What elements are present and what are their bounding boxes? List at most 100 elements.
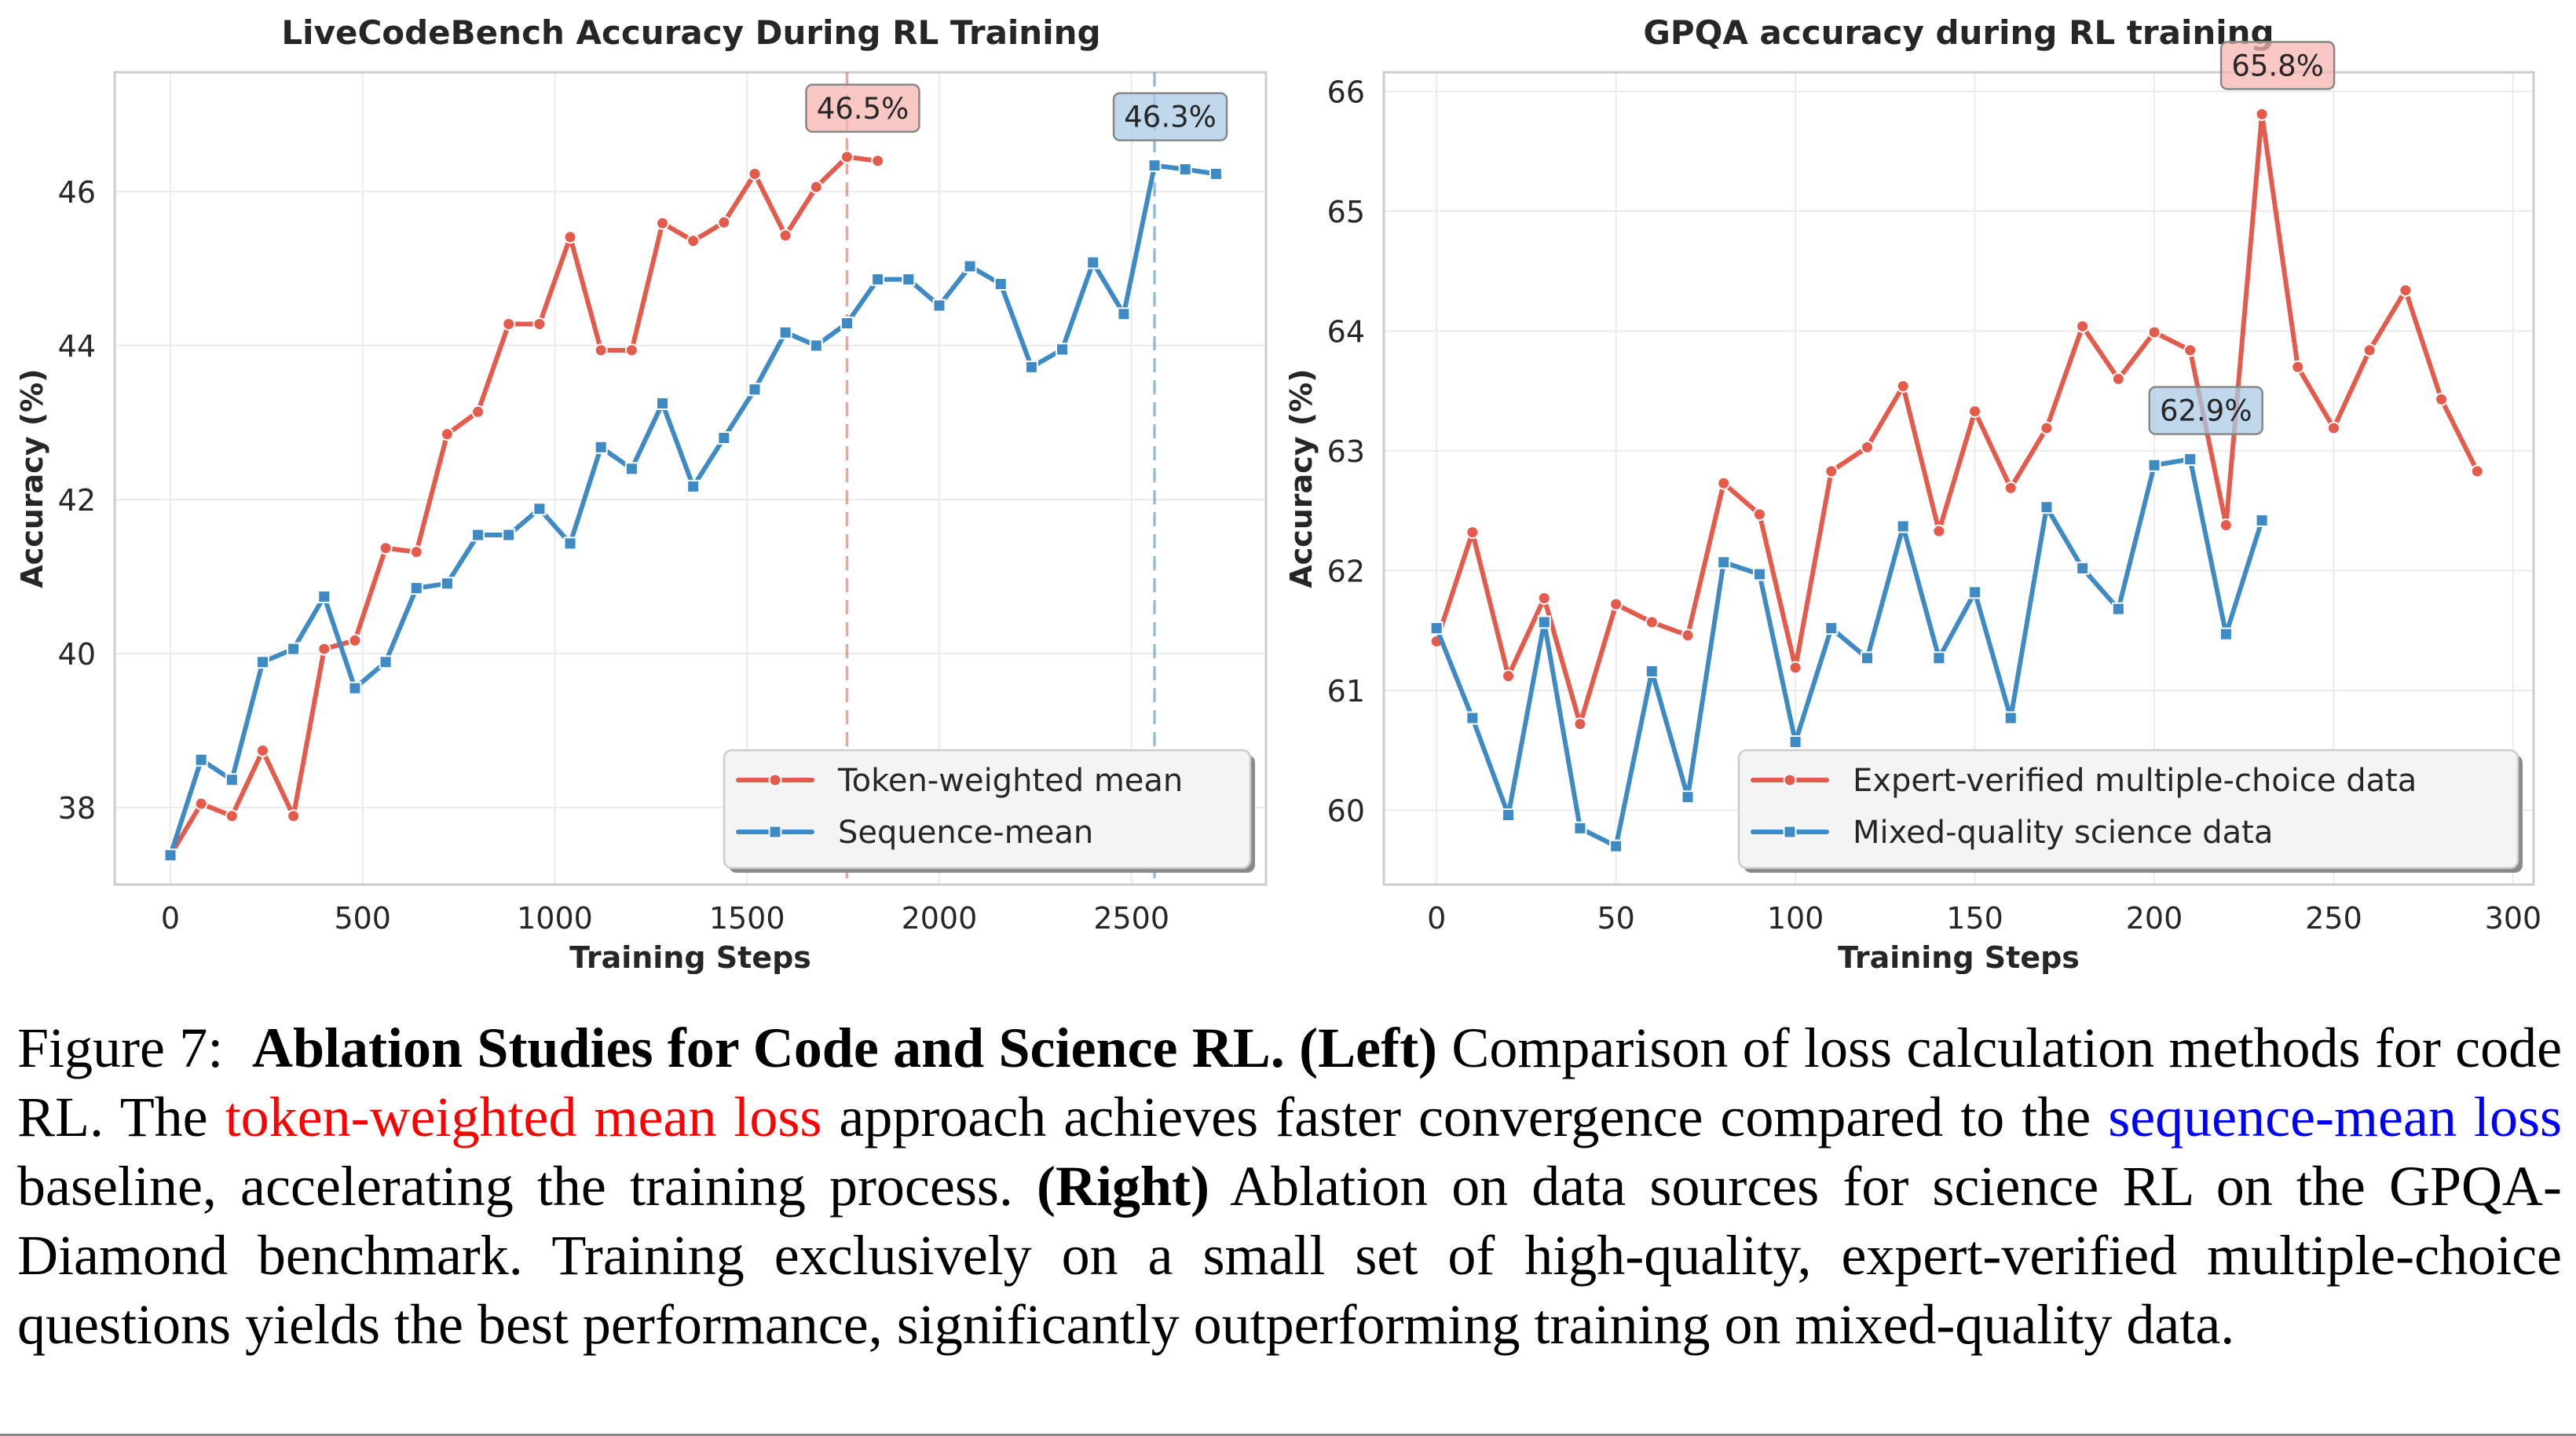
data-point	[2040, 500, 2054, 515]
data-point	[809, 180, 823, 194]
data-point	[1860, 651, 1874, 665]
data-point	[1465, 526, 1480, 540]
data-point	[2470, 464, 2484, 478]
data-point	[932, 299, 946, 313]
peak-annotation-label: 65.8%	[2231, 49, 2324, 82]
data-point	[317, 642, 331, 656]
data-point	[2291, 360, 2305, 374]
x-tick-label: 50	[1597, 901, 1634, 936]
data-point	[1752, 507, 1766, 522]
chart-title: GPQA accuracy during RL training	[1643, 13, 2274, 52]
data-point	[871, 273, 885, 287]
data-point	[409, 545, 423, 559]
caption-text-1: Comparison of loss calculation methods f…	[17, 1017, 2563, 1148]
data-point	[778, 325, 792, 339]
data-point	[1178, 162, 1192, 176]
data-point	[1429, 621, 1444, 636]
data-point	[1086, 255, 1100, 269]
legend-label: Mixed-quality science data	[1853, 815, 2273, 851]
y-tick-label: 60	[1327, 793, 1365, 828]
data-point	[1024, 360, 1038, 374]
data-point	[2219, 627, 2233, 641]
peak-annotation-box	[805, 83, 920, 134]
series-line-red	[167, 154, 880, 858]
data-point	[2255, 107, 2269, 121]
data-point	[2003, 481, 2018, 495]
data-point	[1824, 621, 1839, 636]
data-point	[532, 317, 547, 331]
data-point	[748, 167, 762, 181]
y-tick-label: 40	[58, 637, 96, 672]
data-point	[2003, 711, 2018, 725]
x-tick-label: 2500	[1093, 901, 1169, 936]
data-point	[379, 541, 393, 555]
data-point	[440, 577, 454, 591]
legend-label: Sequence-mean	[838, 815, 1093, 851]
sequence-mean-phrase: sequence-mean loss	[2108, 1086, 2562, 1148]
caption-text-2: approach achieves faster convergence com…	[821, 1086, 2109, 1148]
data-point	[1502, 669, 1516, 683]
data-point	[1932, 524, 1946, 538]
data-point	[348, 681, 362, 695]
x-tick-label: 2000	[902, 901, 978, 936]
data-point	[809, 339, 823, 353]
data-point	[255, 655, 269, 669]
y-tick-label: 62	[1327, 554, 1365, 588]
peak-annotation-label: 46.3%	[1124, 101, 1217, 134]
data-point	[1717, 476, 1731, 490]
data-point	[2147, 325, 2161, 339]
data-point	[686, 234, 701, 248]
data-point	[409, 581, 423, 595]
data-point	[2255, 513, 2269, 527]
series-line-red	[1434, 112, 2480, 727]
right-label: (Right)	[1037, 1155, 1209, 1218]
x-axis-label: Training Steps	[1838, 940, 2080, 974]
plot-frame	[1382, 71, 2535, 886]
data-point	[1860, 440, 1874, 454]
data-point	[2040, 421, 2054, 435]
data-point	[2076, 319, 2090, 333]
data-point	[1968, 585, 1982, 599]
data-point	[871, 154, 885, 168]
data-point	[2362, 343, 2377, 357]
data-point	[194, 753, 208, 767]
data-point	[717, 431, 731, 445]
data-point	[2111, 602, 2125, 616]
data-point	[1932, 651, 1946, 665]
legend-marker	[768, 773, 782, 787]
data-point	[225, 773, 239, 787]
data-point	[502, 528, 516, 542]
data-point	[656, 216, 670, 230]
figure-label: Figure 7:	[17, 1017, 224, 1079]
data-point	[1609, 597, 1623, 611]
token-weighted-phrase: token-weighted mean loss	[225, 1086, 822, 1148]
data-point	[471, 528, 485, 542]
data-point	[225, 809, 239, 823]
legend-box	[723, 749, 1252, 870]
peak-annotation-label: 62.9%	[2160, 394, 2252, 428]
x-tick-label: 500	[334, 901, 391, 936]
gpqa-chart: 0 50 100 150 200 250 300 60 61 62 63 64 65 66 Training…	[1284, 13, 2541, 974]
data-point	[594, 440, 608, 454]
data-point	[317, 589, 331, 603]
data-point	[379, 655, 393, 669]
data-point	[1645, 615, 1659, 629]
left-label: (Left)	[1299, 1017, 1438, 1079]
x-tick-label: 100	[1767, 901, 1824, 936]
data-point	[194, 797, 208, 811]
data-point	[1502, 808, 1516, 822]
data-point	[717, 215, 731, 229]
data-point	[1573, 821, 1587, 835]
peak-annotation-box	[2148, 386, 2263, 435]
legend-marker	[1783, 825, 1797, 839]
caption-text-4: Ablation on data sources for science RL …	[17, 1155, 2562, 1356]
y-tick-label: 44	[58, 329, 96, 364]
data-point	[471, 405, 485, 419]
x-tick-label: 150	[1946, 901, 2003, 936]
chart-title: LiveCodeBench Accuracy During RL Trainin…	[281, 13, 1100, 52]
legend-marker	[768, 825, 782, 839]
y-tick-label: 66	[1327, 75, 1365, 109]
caption-title: Ablation Studies for Code and Science RL…	[252, 1017, 1285, 1079]
data-point	[594, 343, 608, 357]
